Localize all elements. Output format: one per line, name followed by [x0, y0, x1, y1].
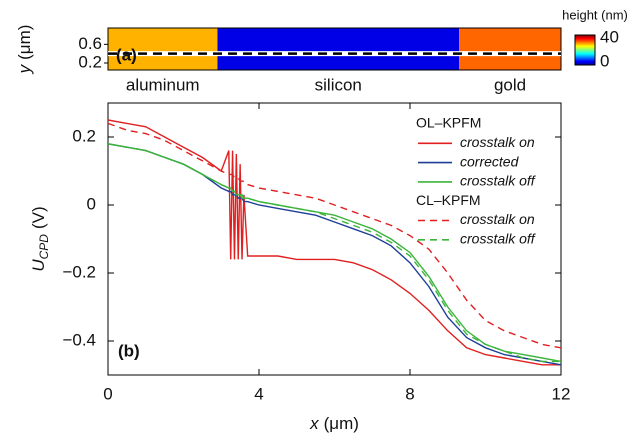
y-axis-symbol: y — [15, 63, 34, 74]
y-tick-label: −0.2 — [62, 262, 96, 281]
material-label: gold — [494, 75, 526, 94]
x-axis-unit: (μm) — [324, 414, 359, 433]
legend-label: crosstalk off — [460, 173, 537, 189]
legend-label: crosstalk on — [460, 211, 535, 227]
x-tick-label: 4 — [254, 384, 263, 403]
colorbar-tick-label: 40 — [600, 27, 619, 46]
legend-label: crosstalk on — [460, 134, 535, 150]
x-tick-label: 0 — [103, 384, 112, 403]
heatmap-region — [459, 28, 561, 70]
x-tick-label: 8 — [405, 384, 414, 403]
y-axis-unit: (μm) — [15, 25, 34, 60]
y-axis-label: UCPD (V) — [29, 206, 51, 271]
material-label: aluminum — [126, 75, 200, 94]
y-axis-label: y (μm) — [15, 25, 34, 75]
y-tick-label: 0.6 — [78, 34, 102, 53]
legend-group-title: OL–KPFM — [416, 115, 481, 131]
x-axis-symbol: x — [309, 414, 319, 433]
panel-label: (b) — [118, 341, 140, 360]
colorbar — [575, 35, 595, 65]
colorbar-label: height (nm) — [562, 7, 628, 22]
heatmap-region — [217, 28, 459, 70]
y-tick-label: 0.2 — [78, 52, 102, 71]
legend-group-title: CL–KPFM — [416, 192, 481, 208]
x-axis-label: x (μm) — [309, 414, 359, 433]
y-tick-label: −0.4 — [62, 330, 96, 349]
colorbar-tick-label: 0 — [600, 51, 609, 70]
material-label: silicon — [315, 75, 362, 94]
legend-label: corrected — [460, 153, 520, 169]
y-axis-subscript: CPD — [37, 234, 51, 260]
figure: aluminumsilicongold0.20.6y(μm)(a)400heig… — [0, 0, 641, 438]
y-tick-label: 0 — [87, 194, 96, 213]
y-axis-unit: (V) — [29, 206, 48, 229]
x-tick-label: 12 — [552, 384, 571, 403]
legend-label: crosstalk off — [460, 231, 537, 247]
y-axis-symbol: U — [29, 259, 48, 272]
y-tick-label: 0.2 — [72, 126, 96, 145]
panel-label: (a) — [116, 45, 137, 64]
